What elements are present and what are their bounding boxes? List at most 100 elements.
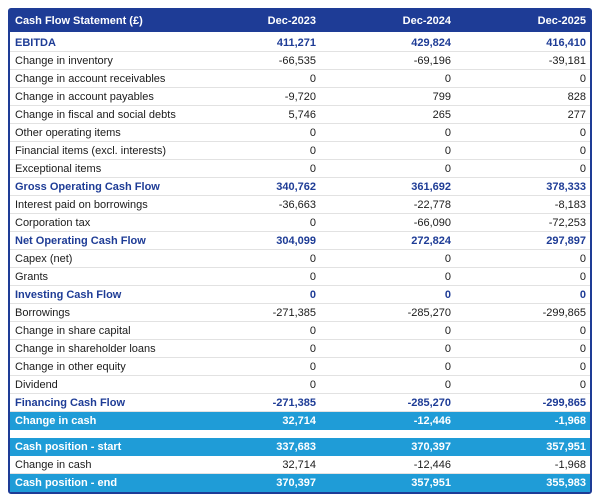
row-value: 297,897 — [546, 234, 586, 247]
row-label: Change in account payables — [15, 90, 154, 103]
row-value: -271,385 — [272, 396, 316, 409]
section-gap — [10, 430, 590, 438]
row-value: 429,824 — [411, 36, 451, 49]
table-row: Borrowings -271,385 -285,270 -299,865 — [10, 304, 590, 322]
row-label: EBITDA — [15, 36, 56, 49]
row-value: 340,762 — [276, 180, 316, 193]
table-row: Dividend 0 0 0 — [10, 376, 590, 394]
row-label: Change in shareholder loans — [15, 342, 156, 355]
row-label: Cash position - start — [15, 441, 122, 453]
row-label: Change in share capital — [15, 324, 131, 337]
row-value: -36,663 — [278, 198, 316, 211]
row-label: Investing Cash Flow — [15, 288, 122, 301]
row-value: 0 — [309, 72, 316, 85]
table-row: Investing Cash Flow 0 0 0 — [10, 286, 590, 304]
row-value: 0 — [309, 270, 316, 283]
row-value: 0 — [444, 378, 451, 391]
row-value: 337,683 — [276, 441, 316, 453]
row-label: Financial items (excl. interests) — [15, 144, 166, 157]
row-value: -72,253 — [548, 216, 586, 229]
row-value: 0 — [579, 270, 586, 283]
row-label: Interest paid on borrowings — [15, 198, 148, 211]
row-value: 0 — [579, 162, 586, 175]
row-value: 0 — [309, 324, 316, 337]
row-value: 0 — [579, 342, 586, 355]
row-value: -9,720 — [284, 90, 316, 103]
row-label: Change in cash — [15, 415, 97, 427]
column-header-dec-2023: Dec-2023 — [267, 15, 316, 27]
row-value: 32,714 — [282, 458, 316, 471]
table-body: EBITDA 411,271 429,824 416,410 Change in inv… — [10, 34, 590, 430]
row-value: 0 — [444, 270, 451, 283]
row-label: Exceptional items — [15, 162, 102, 175]
row-value: 0 — [444, 72, 451, 85]
cashflow-statement-table: Cash Flow Statement (£) Dec-2023 Dec-202… — [8, 8, 592, 494]
table-row: EBITDA 411,271 429,824 416,410 — [10, 34, 590, 52]
row-value: 0 — [309, 144, 316, 157]
table-row: Grants 0 0 0 — [10, 268, 590, 286]
row-value: 0 — [579, 252, 586, 265]
table-row: Change in account payables -9,720 799 828 — [10, 88, 590, 106]
row-value: -285,270 — [407, 396, 451, 409]
row-value: 799 — [432, 90, 451, 103]
row-value: 411,271 — [276, 36, 316, 49]
row-value: 416,410 — [546, 36, 586, 49]
row-value: 0 — [309, 360, 316, 373]
table-row: Change in fiscal and social debts 5,746 26… — [10, 106, 590, 124]
row-value: 0 — [309, 126, 316, 139]
row-value: 361,692 — [411, 180, 451, 193]
row-value: 357,951 — [546, 441, 586, 453]
table-row: Corporation tax 0 -66,090 -72,253 — [10, 214, 590, 232]
row-value: 357,951 — [411, 477, 451, 489]
row-label: Dividend — [15, 378, 58, 391]
table-row: Capex (net) 0 0 0 — [10, 250, 590, 268]
row-value: -8,183 — [554, 198, 586, 211]
row-label: Capex (net) — [15, 252, 73, 265]
row-label: Cash position - end — [15, 477, 118, 489]
table-row: Change in cash 32,714 -12,446 -1,968 — [10, 412, 590, 430]
row-value: 0 — [444, 162, 451, 175]
row-value: -1,968 — [554, 415, 586, 427]
row-value: 0 — [309, 216, 316, 229]
row-value: 0 — [309, 288, 316, 301]
row-value: 0 — [444, 288, 451, 301]
row-label: Other operating items — [15, 126, 121, 139]
row-label: Change in account receivables — [15, 72, 166, 85]
row-value: 0 — [579, 288, 586, 301]
table-row: Change in shareholder loans 0 0 0 — [10, 340, 590, 358]
table-title: Cash Flow Statement (£) — [15, 15, 143, 27]
column-header-dec-2024: Dec-2024 — [402, 15, 451, 27]
row-value: 0 — [579, 360, 586, 373]
row-value: 0 — [579, 378, 586, 391]
row-value: 378,333 — [546, 180, 586, 193]
row-value: 0 — [579, 324, 586, 337]
table-row: Cash position - start 337,683 370,397 357,9… — [10, 438, 590, 456]
row-value: -12,446 — [413, 415, 451, 427]
row-value: -22,778 — [413, 198, 451, 211]
column-header-dec-2025: Dec-2025 — [537, 15, 586, 27]
table-summary: Cash position - start 337,683 370,397 357,9… — [10, 438, 590, 492]
row-value: -271,385 — [272, 306, 316, 319]
row-value: 0 — [309, 252, 316, 265]
row-value: 0 — [579, 126, 586, 139]
row-label: Gross Operating Cash Flow — [15, 180, 160, 193]
table-header-row: Cash Flow Statement (£) Dec-2023 Dec-202… — [10, 10, 590, 34]
row-value: -299,865 — [542, 306, 586, 319]
row-value: 0 — [309, 378, 316, 391]
table-row: Financial items (excl. interests) 0 0 0 — [10, 142, 590, 160]
row-value: 265 — [432, 108, 451, 121]
row-label: Grants — [15, 270, 49, 283]
table-row: Gross Operating Cash Flow 340,762 361,692 3… — [10, 178, 590, 196]
table-row: Change in account receivables 0 0 0 — [10, 70, 590, 88]
row-label: Net Operating Cash Flow — [15, 234, 146, 247]
row-label: Change in fiscal and social debts — [15, 108, 176, 121]
row-label: Change in cash — [15, 458, 92, 471]
row-label: Change in inventory — [15, 54, 113, 67]
row-value: -69,196 — [413, 54, 451, 67]
row-value: 370,397 — [411, 441, 451, 453]
row-value: 0 — [444, 144, 451, 157]
row-value: -12,446 — [413, 458, 451, 471]
table-row: Financing Cash Flow -271,385 -285,270 -299,… — [10, 394, 590, 412]
table-row: Change in other equity 0 0 0 — [10, 358, 590, 376]
row-value: -299,865 — [542, 396, 586, 409]
